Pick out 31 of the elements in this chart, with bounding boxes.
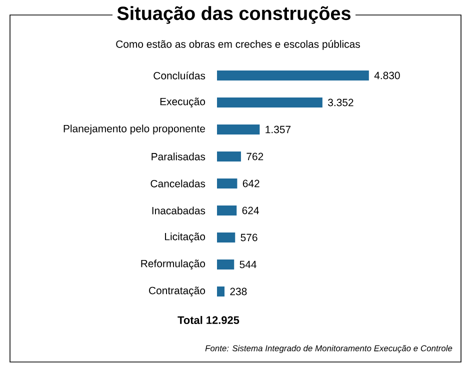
y-tick-label: Execução [160,98,206,108]
bar [217,260,234,270]
data-label: 238 [230,288,247,296]
bar [217,178,238,188]
data-label: 4.830 [374,72,400,80]
y-tick-label: Licitação [165,232,206,242]
bar [217,70,369,80]
data-label: 544 [240,260,256,268]
bar [217,98,322,108]
data-label: 1.357 [266,126,291,134]
y-tick-label: Concluídas [154,72,206,80]
data-label: 576 [240,234,258,242]
text: Total 12.925 [178,316,240,324]
y-tick-label: Planejamento pelo proponente [64,124,205,134]
chart-title: Situação das construções [117,6,351,24]
chart-subtitle: Como estão as obras em creches e escolas públicas [116,40,360,50]
y-tick-label: Contratação [149,286,206,296]
bar [217,206,237,216]
y-tick-label: Reformulação [141,260,206,270]
bar [217,232,236,242]
y-tick-label: Inacabadas [152,206,206,214]
data-label: 642 [242,180,260,188]
bar [217,152,241,162]
source-note: Fonte: Sistema Integrado de Monitoramento Execução e Controle [205,345,452,353]
data-label: 3.352 [328,98,354,106]
y-tick-label: Paralisadas [152,152,206,160]
data-label: 762 [246,152,264,160]
data-label: 624 [242,206,259,214]
bar [217,124,260,134]
bar [217,286,224,297]
y-tick-label: Canceladas [150,180,206,188]
